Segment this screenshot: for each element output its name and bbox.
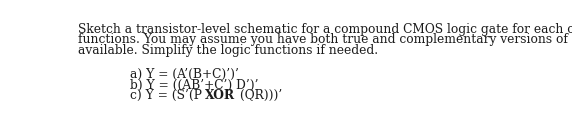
Text: functions. You may assume you have both true and complementary versions of the i: functions. You may assume you have both … xyxy=(78,33,572,46)
Text: XOR: XOR xyxy=(205,89,236,102)
Text: a) Y = (A’(B+C)’)’: a) Y = (A’(B+C)’)’ xyxy=(130,68,239,81)
Text: Sketch a transistor-level schematic for a compound CMOS logic gate for each of t: Sketch a transistor-level schematic for … xyxy=(78,23,572,36)
Text: c) Y = (S’(P: c) Y = (S’(P xyxy=(130,89,205,102)
Text: available. Simplify the logic functions if needed.: available. Simplify the logic functions … xyxy=(78,44,378,57)
Text: b) Y = ((AB’+C’) D’)’: b) Y = ((AB’+C’) D’)’ xyxy=(130,79,258,92)
Text: (QR)))’: (QR)))’ xyxy=(236,89,282,102)
